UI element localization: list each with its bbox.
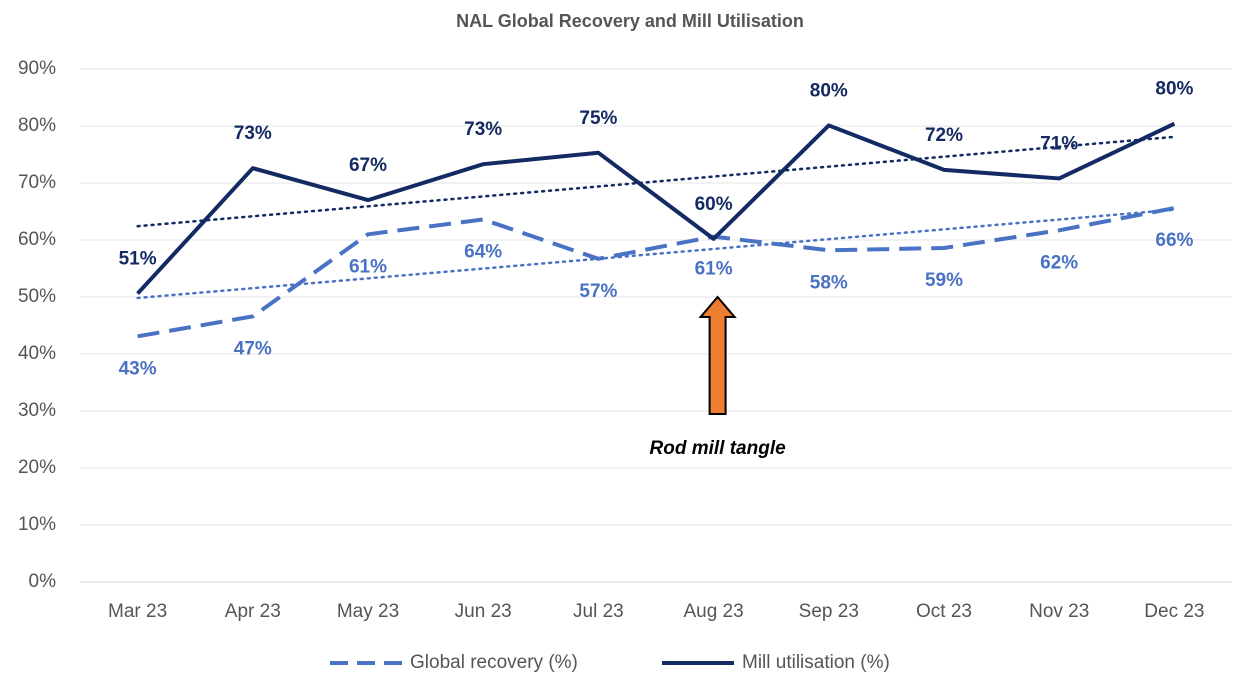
- y-tick-label: 10%: [18, 514, 56, 535]
- x-tick-label: Aug 23: [683, 601, 743, 622]
- y-tick-label: 40%: [18, 343, 56, 364]
- data-label: 73%: [464, 119, 502, 140]
- y-tick-label: 0%: [29, 571, 57, 592]
- data-label: 73%: [234, 123, 272, 144]
- data-label: 75%: [579, 108, 617, 129]
- y-tick-label: 80%: [18, 115, 56, 136]
- series-line: [136, 121, 1176, 295]
- annotation-arrow: [698, 295, 737, 415]
- legend-label: Global recovery (%): [410, 652, 578, 673]
- trendline: [136, 208, 1176, 300]
- y-tick-label: 30%: [18, 400, 56, 421]
- x-tick-label: May 23: [337, 601, 399, 622]
- y-tick-label: 20%: [18, 457, 56, 478]
- data-label: 58%: [810, 272, 848, 293]
- x-tick-label: Dec 23: [1144, 601, 1204, 622]
- data-label: 66%: [1155, 230, 1193, 251]
- x-tick-label: Apr 23: [225, 601, 281, 622]
- data-label: 43%: [119, 358, 157, 379]
- data-label: 67%: [349, 155, 387, 176]
- data-label: 51%: [119, 249, 157, 270]
- y-tick-label: 50%: [18, 286, 56, 307]
- data-label: 64%: [464, 241, 502, 262]
- x-tick-label: Sep 23: [799, 601, 859, 622]
- data-label: 80%: [1155, 79, 1193, 100]
- x-tick-label: Nov 23: [1029, 601, 1089, 622]
- data-label: 61%: [695, 259, 733, 280]
- data-label: 62%: [1040, 252, 1078, 273]
- data-label: 61%: [349, 256, 387, 277]
- y-tick-label: 60%: [18, 229, 56, 250]
- annotation-text: Rod mill tangle: [650, 438, 787, 459]
- x-tick-label: Mar 23: [108, 601, 167, 622]
- data-label: 47%: [234, 338, 272, 359]
- series-line: [137, 206, 1175, 339]
- y-tick-label: 70%: [18, 172, 56, 193]
- legend-label: Mill utilisation (%): [742, 652, 890, 673]
- data-label: 72%: [925, 125, 963, 146]
- x-tick-label: Jun 23: [455, 601, 512, 622]
- data-label: 80%: [810, 80, 848, 101]
- y-tick-label: 90%: [18, 58, 56, 79]
- x-tick-label: Jul 23: [573, 601, 624, 622]
- trendline: [136, 135, 1176, 228]
- chart-title: NAL Global Recovery and Mill Utilisation: [456, 11, 804, 31]
- data-label: 59%: [925, 270, 963, 291]
- data-label: 60%: [695, 194, 733, 215]
- x-tick-label: Oct 23: [916, 601, 972, 622]
- data-label: 71%: [1040, 133, 1078, 154]
- data-label: 57%: [579, 281, 617, 302]
